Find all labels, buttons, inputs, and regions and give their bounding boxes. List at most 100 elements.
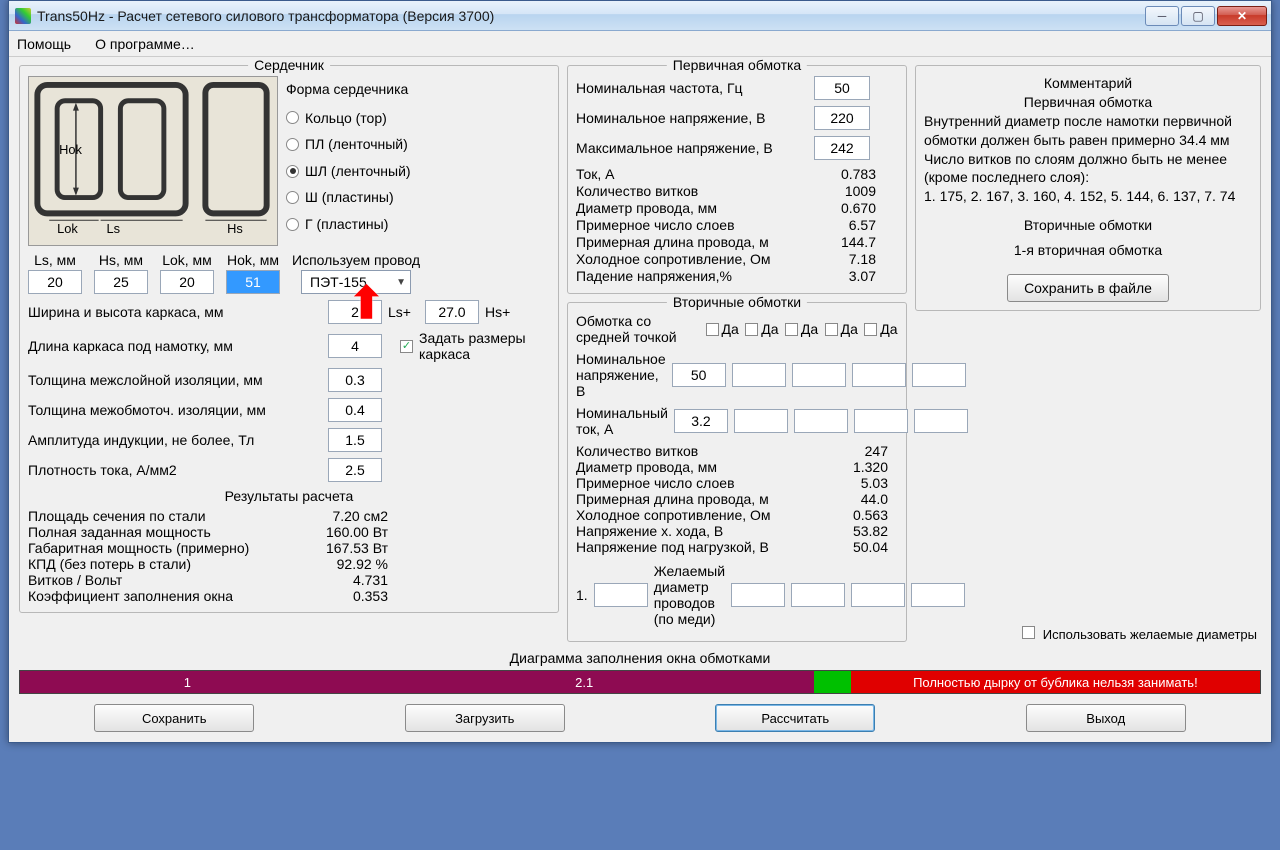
desired-input-4[interactable] [851,583,905,607]
menu-about[interactable]: О программе… [95,36,195,52]
wire-combo[interactable]: ПЭТ-155 ▼ [301,270,411,294]
vnom-input-3[interactable] [792,363,846,387]
sec-out-label: Напряжение х. хода, В [576,523,816,539]
sec-out-value: 1.320 [816,459,888,475]
primary-in-label: Номинальное напряжение, В [576,110,806,126]
set-frame-check[interactable]: ✓ [400,340,413,353]
shape-radio-4[interactable]: Г (пластины) [286,211,550,238]
vnom-input-4[interactable] [852,363,906,387]
result-label: КПД (без потерь в стали) [28,556,288,572]
radio-label: ШЛ (ленточный) [305,158,411,185]
radio-icon [286,138,299,151]
minimize-button[interactable]: ─ [1145,6,1179,26]
bmax-input[interactable] [328,428,382,452]
primary-out-label: Примерная длина провода, м [576,234,806,250]
radio-icon [286,165,299,178]
midpoint-label: Обмотка со средней точкой [576,313,700,345]
load-button[interactable]: Загрузить [405,704,565,732]
desired-input-2[interactable] [731,583,785,607]
comment-line3: 1. 175, 2. 167, 3. 160, 4. 152, 5. 144, … [924,187,1252,206]
shape-radio-2[interactable]: ШЛ (ленточный) [286,158,550,185]
shape-radio-0[interactable]: Кольцо (тор) [286,105,550,132]
vnom-label: Номинальное напряжение, В [576,351,666,399]
wire-label: Используем провод [292,252,420,268]
menubar: Помощь О программе… [9,31,1271,57]
inom-input-3[interactable] [794,409,848,433]
hs-plus: Hs+ [485,304,510,320]
midpoint-check-3[interactable] [825,323,838,336]
inom-input-5[interactable] [914,409,968,433]
midpoint-check-4[interactable] [864,323,877,336]
result-value: 0.353 [288,588,388,604]
svg-text:Hs: Hs [227,221,243,236]
inom-input-2[interactable] [734,409,788,433]
lok-input[interactable] [160,270,214,294]
midpoint-check-0[interactable] [706,323,719,336]
result-value: 167.53 Вт [288,540,388,556]
sec-out-value: 247 [816,443,888,459]
radio-label: ПЛ (ленточный) [305,131,408,158]
primary-out-value: 144.7 [806,234,876,250]
result-label: Полная заданная мощность [28,524,288,540]
midpoint-check-1[interactable] [745,323,758,336]
save-file-button[interactable]: Сохранить в файле [1007,274,1169,302]
shape-radio-1[interactable]: ПЛ (ленточный) [286,131,550,158]
jdens-input[interactable] [328,458,382,482]
use-desired-check[interactable] [1022,626,1035,639]
primary-out-label: Количество витков [576,183,806,199]
close-button[interactable]: ✕ [1217,6,1267,26]
desired-input-1[interactable] [594,583,648,607]
inter-iso-input[interactable] [328,368,382,392]
results-block: Результаты расчета Площадь сечения по ст… [28,488,550,604]
inom-input-1[interactable] [674,409,728,433]
comment-panel: Комментарий Первичная обмотка Внутренний… [915,65,1261,311]
inter-wind-input[interactable] [328,398,382,422]
radio-icon [286,218,299,231]
da-label: Да [722,321,739,337]
results-title: Результаты расчета [28,488,550,504]
result-label: Площадь сечения по стали [28,508,288,524]
vnom-input-1[interactable] [672,363,726,387]
sec-out-value: 5.03 [816,475,888,491]
comment-subtitle: Первичная обмотка [924,93,1252,112]
primary-in-2[interactable] [814,136,870,160]
bmax-label: Амплитуда индукции, не более, Тл [28,432,328,448]
desired-input-3[interactable] [791,583,845,607]
radio-label: Ш (пластины) [305,184,394,211]
frame-w-input[interactable] [328,300,382,324]
shape-radio-3[interactable]: Ш (пластины) [286,184,550,211]
da-label: Да [841,321,858,337]
desired-input-5[interactable] [911,583,965,607]
da-label: Да [880,321,897,337]
comment-title: Комментарий [924,74,1252,93]
sec-out-value: 53.82 [816,523,888,539]
shape-group-label: Форма сердечника [286,76,550,103]
hok-input[interactable] [226,270,280,294]
inom-input-4[interactable] [854,409,908,433]
vnom-input-2[interactable] [732,363,786,387]
ls-input[interactable] [28,270,82,294]
midpoint-check-2[interactable] [785,323,798,336]
sec-out-value: 0.563 [816,507,888,523]
titlebar: Trans50Hz - Расчет сетевого силового тра… [9,1,1271,31]
sec-out-value: 50.04 [816,539,888,555]
diagram-segment: 1 [20,671,355,693]
frame-h-input[interactable] [425,300,479,324]
exit-button[interactable]: Выход [1026,704,1186,732]
menu-help[interactable]: Помощь [17,36,71,52]
svg-text:Hok: Hok [59,142,82,157]
hs-input[interactable] [94,270,148,294]
core-title: Сердечник [248,57,330,73]
result-label: Витков / Вольт [28,572,288,588]
result-label: Габаритная мощность (примерно) [28,540,288,556]
window-title: Trans50Hz - Расчет сетевого силового тра… [37,8,1145,24]
maximize-button[interactable]: ▢ [1181,6,1215,26]
vnom-input-5[interactable] [912,363,966,387]
diagram-title: Диаграмма заполнения окна обмотками [19,650,1261,666]
primary-in-1[interactable] [814,106,870,130]
save-button[interactable]: Сохранить [94,704,254,732]
comment-sec1: 1-я вторичная обмотка [924,241,1252,260]
primary-in-0[interactable] [814,76,870,100]
calc-button[interactable]: Рассчитать [715,704,875,732]
frame-len-input[interactable] [328,334,382,358]
